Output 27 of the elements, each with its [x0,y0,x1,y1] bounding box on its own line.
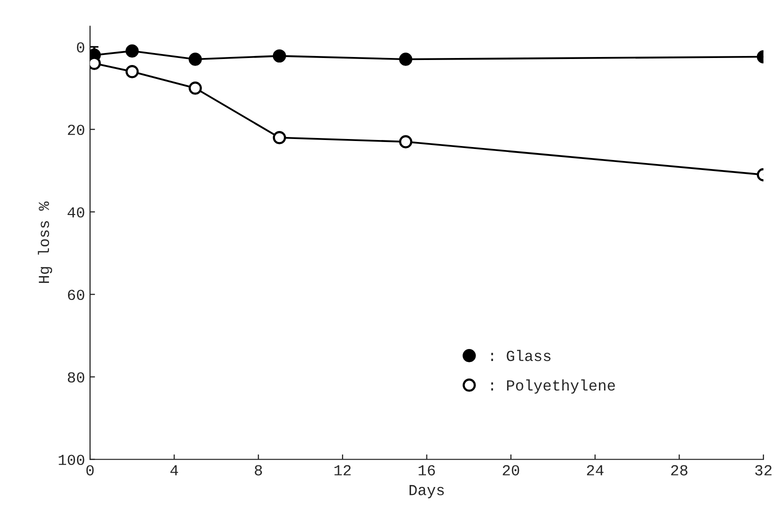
y-tick-label: 40 [68,207,84,218]
x-tick-label: 20 [502,465,520,476]
x-tick-label: 32 [755,465,772,476]
point [188,52,202,66]
point [188,82,202,95]
x-tick-label: 4 [170,465,178,476]
x-tick-label: 24 [586,465,604,476]
x-tick-label: 28 [671,465,688,476]
point [399,135,412,148]
point [399,52,412,66]
y-tick-label: 80 [68,372,84,383]
x-tick-label: 16 [418,465,435,476]
y-tick-label: 0 [76,42,84,53]
legend-label: : Glass [491,350,550,362]
x-axis-title: Days [410,485,444,498]
point [126,44,139,58]
legend-label: : Polyethylene [491,379,615,394]
y-tick-label: 100 [58,454,84,466]
point [126,65,139,78]
x-tick-label: 0 [86,465,94,476]
y-tick-label: 20 [68,124,84,136]
y-tick-label: 60 [68,290,84,300]
point [272,49,286,63]
point [272,131,286,144]
y-axis-title: Hg loss % [38,202,52,283]
x-tick-label: 12 [334,465,351,476]
x-tick-label: 8 [254,465,262,476]
